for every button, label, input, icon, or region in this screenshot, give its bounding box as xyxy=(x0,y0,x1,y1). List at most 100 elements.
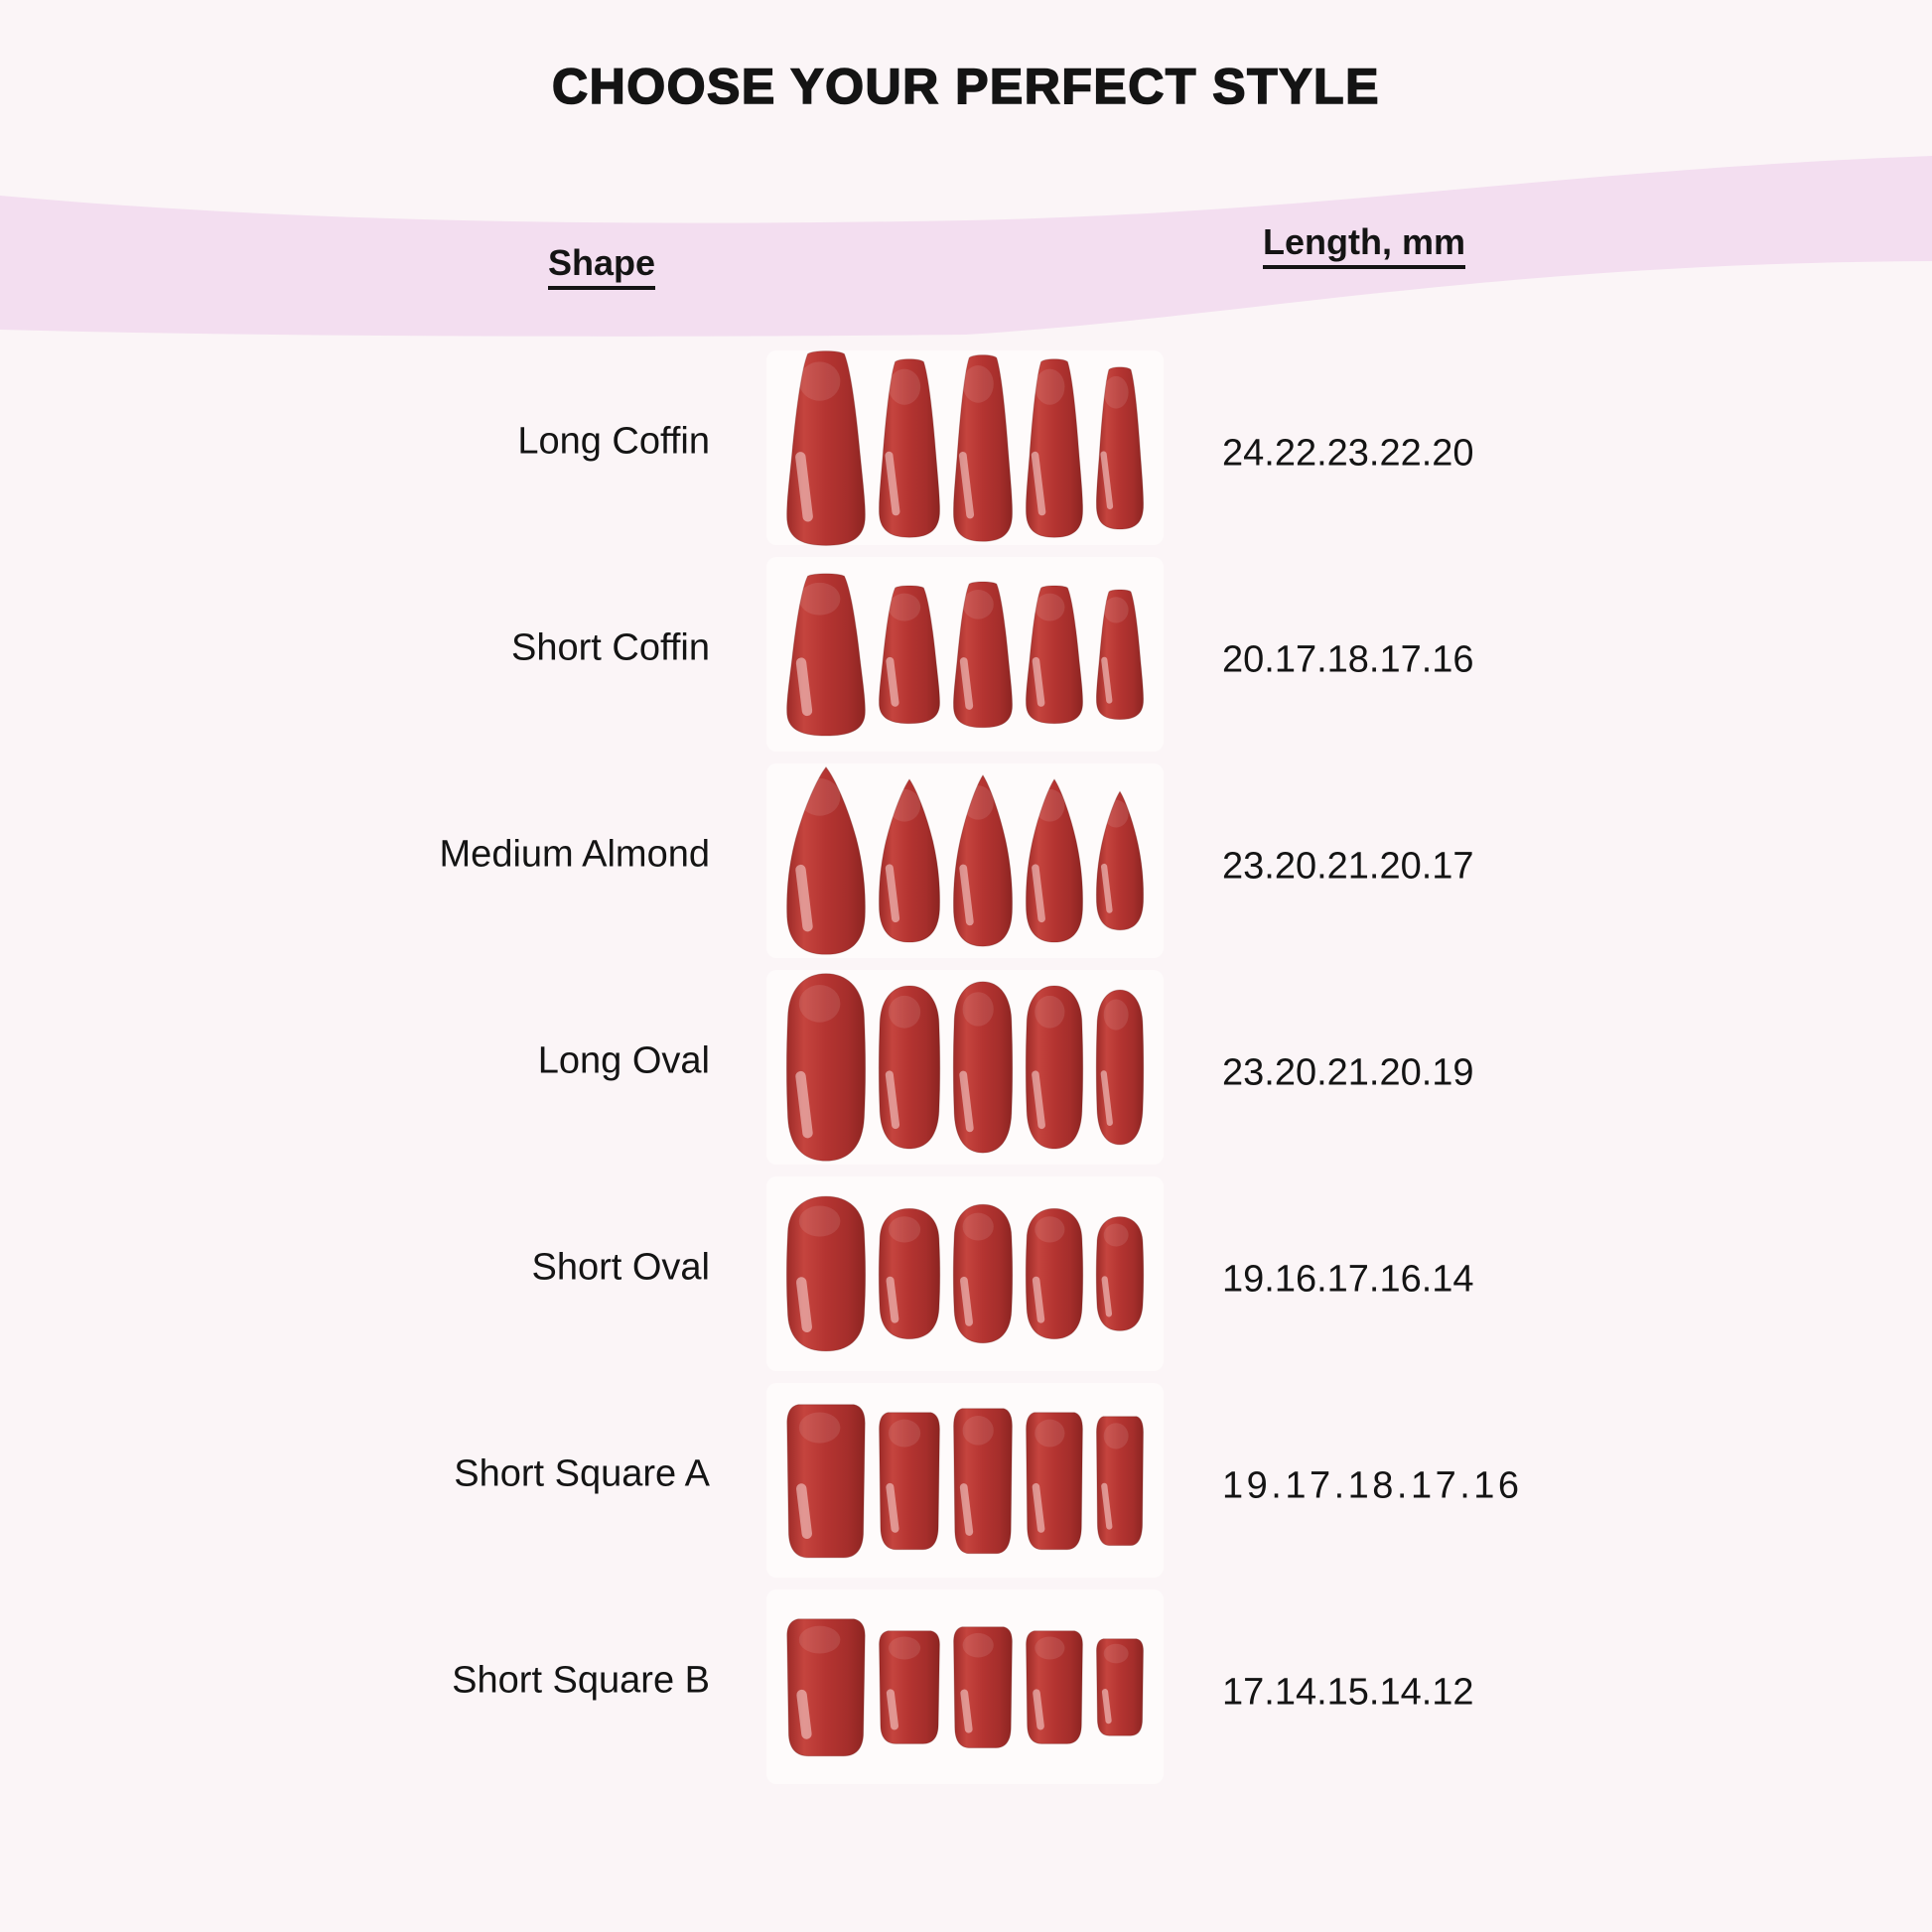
length-values: 17.14.15.14.12 xyxy=(1222,1671,1474,1714)
nail-glare xyxy=(958,451,975,519)
nail-glare xyxy=(796,1277,812,1332)
nail-set-short-coffin xyxy=(766,557,1164,752)
nail-sheen xyxy=(1103,999,1129,1031)
nail-sheen xyxy=(888,1419,921,1448)
nail-set-medium-almond xyxy=(766,763,1164,958)
nail-glare xyxy=(960,1276,973,1326)
nail-glare xyxy=(1033,1689,1044,1730)
nail-sheen xyxy=(888,1216,921,1243)
nail-glare xyxy=(795,657,813,717)
header-wave-band xyxy=(0,156,1932,337)
nail-glare xyxy=(1101,1276,1113,1317)
nail-glare xyxy=(1101,1482,1113,1530)
nail-glare xyxy=(795,1070,813,1139)
nail-sheen xyxy=(798,1412,841,1444)
nail-sheen xyxy=(1035,995,1065,1029)
nail-sheen xyxy=(798,1205,841,1237)
nail-sheen xyxy=(1103,799,1129,828)
style-row-short-coffin: Short Coffin 20.17.18.17.16 xyxy=(0,551,1932,758)
nail-sheen xyxy=(798,985,841,1023)
nail-sheen xyxy=(1103,1223,1129,1247)
nail-glare xyxy=(886,1689,899,1730)
nail-sheen xyxy=(888,995,921,1029)
nail-glare xyxy=(1031,451,1046,516)
nail-sheen xyxy=(1035,593,1065,621)
nail-sheen xyxy=(1035,788,1065,822)
shape-label: Short Square A xyxy=(454,1452,710,1495)
nail-sheen xyxy=(1103,1643,1129,1664)
nail-glare xyxy=(885,1070,900,1130)
nail-sheen xyxy=(1035,368,1065,405)
nail-sheen xyxy=(1035,1636,1065,1660)
nail-sheen xyxy=(888,1636,921,1660)
style-rows: Long Coffin 24.22.23.22.20 Short Coffin … xyxy=(0,345,1932,1790)
style-row-short-oval: Short Oval 19.16.17.16.14 xyxy=(0,1171,1932,1377)
nail-sheen xyxy=(798,1625,841,1654)
style-row-medium-almond: Medium Almond 23.20.21.20.17 xyxy=(0,758,1932,964)
nail-set-short-oval xyxy=(766,1176,1164,1371)
wave-band-shape xyxy=(0,156,1932,337)
shape-label: Long Coffin xyxy=(517,420,710,463)
page-title: CHOOSE YOUR PERFECT STYLE xyxy=(551,58,1380,115)
nail-glare xyxy=(1032,864,1045,923)
nail-glare xyxy=(886,1276,899,1323)
nail-glare xyxy=(1032,1482,1045,1533)
column-header-length: Length, mm xyxy=(1263,224,1465,269)
nail-glare xyxy=(885,864,900,923)
nail-set-short-square-b xyxy=(766,1589,1164,1784)
nail-glare xyxy=(795,452,813,522)
length-values: 19.17.18.17.16 xyxy=(1222,1464,1523,1507)
column-header-shape: Shape xyxy=(548,245,656,290)
nail-glare xyxy=(886,656,899,707)
nail-glare xyxy=(885,451,900,516)
nail-sheen xyxy=(798,361,841,401)
nail-glare xyxy=(1101,863,1113,913)
nail-sheen xyxy=(962,785,994,820)
nail-sheen xyxy=(962,992,994,1027)
nail-glare xyxy=(886,1482,899,1533)
nail-glare xyxy=(959,864,974,926)
nail-glare xyxy=(1101,656,1113,704)
nail-glare xyxy=(959,1070,974,1133)
nail-sheen xyxy=(888,593,921,621)
style-row-short-square-b: Short Square B 17.14.15.14.12 xyxy=(0,1584,1932,1790)
nail-sheen xyxy=(798,778,841,816)
length-values: 24.22.23.22.20 xyxy=(1222,432,1474,475)
nail-glare xyxy=(959,657,974,710)
nail-sheen xyxy=(962,590,994,620)
nail-sheen xyxy=(1103,1423,1129,1449)
shape-label: Short Square B xyxy=(452,1659,710,1702)
nail-set-short-square-a xyxy=(766,1383,1164,1578)
nail-sheen xyxy=(962,1212,994,1241)
nail-glare xyxy=(1032,1276,1045,1323)
shape-label: Short Coffin xyxy=(511,626,710,669)
nail-sheen xyxy=(888,788,921,822)
length-values: 20.17.18.17.16 xyxy=(1222,638,1474,681)
nail-glare xyxy=(796,1483,812,1539)
nail-sheen xyxy=(888,368,921,405)
nail-glare xyxy=(1101,1689,1112,1725)
nail-sheen xyxy=(962,1416,994,1446)
nail-sheen xyxy=(1103,375,1129,409)
shape-label: Short Oval xyxy=(531,1246,710,1289)
nail-glare xyxy=(796,1689,812,1739)
nail-glare xyxy=(960,1689,973,1733)
length-values: 23.20.21.20.19 xyxy=(1222,1051,1474,1094)
length-values: 23.20.21.20.17 xyxy=(1222,845,1474,888)
style-row-long-coffin: Long Coffin 24.22.23.22.20 xyxy=(0,345,1932,551)
nail-glare xyxy=(1100,451,1114,510)
nail-sheen xyxy=(1035,1216,1065,1243)
style-row-long-oval: Long Oval 23.20.21.20.19 xyxy=(0,964,1932,1171)
shape-label: Medium Almond xyxy=(439,833,710,876)
nail-sheen xyxy=(798,582,841,616)
nail-sheen xyxy=(962,365,994,403)
nail-sheen xyxy=(962,1632,994,1658)
shape-label: Long Oval xyxy=(537,1039,710,1082)
nail-sheen xyxy=(1035,1419,1065,1448)
nail-sheen xyxy=(1103,597,1129,623)
length-values: 19.16.17.16.14 xyxy=(1222,1258,1474,1301)
nail-set-long-oval xyxy=(766,970,1164,1165)
style-row-short-square-a: Short Square A 19.17.18.17.16 xyxy=(0,1377,1932,1584)
nail-glare xyxy=(1032,656,1045,707)
